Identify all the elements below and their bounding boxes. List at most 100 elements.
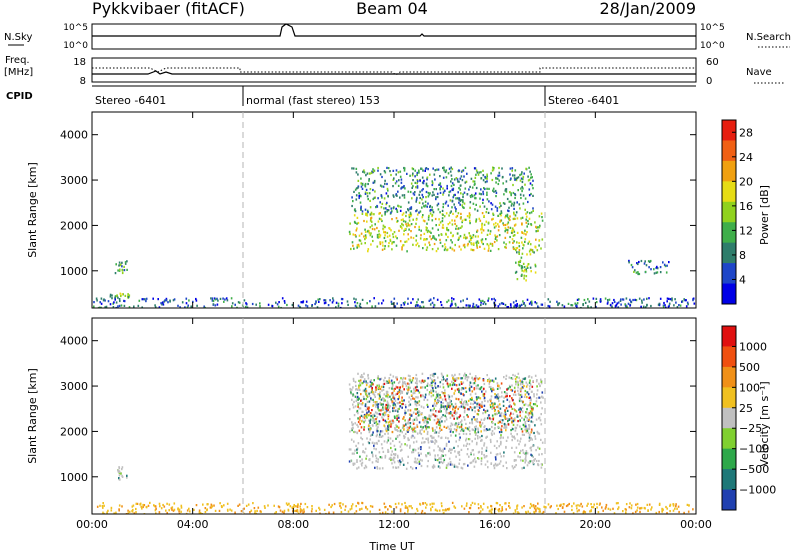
echo-cell <box>481 508 484 511</box>
echo-cell <box>354 188 357 191</box>
echo-cell <box>461 204 463 207</box>
echo-cell <box>477 396 480 399</box>
echo-cell <box>381 511 384 514</box>
echo-cell <box>519 451 521 455</box>
echo-cell <box>459 184 462 187</box>
echo-cell <box>392 375 395 378</box>
echo-cell <box>459 188 461 191</box>
echo-cell <box>395 193 398 196</box>
echo-cell <box>418 421 421 424</box>
echo-cell <box>513 435 515 438</box>
echo-cell <box>645 264 648 267</box>
echo-cell <box>439 429 441 432</box>
echo-cell <box>387 425 389 428</box>
echo-cell <box>392 185 394 188</box>
echo-cell <box>389 227 391 230</box>
echo-cell <box>429 434 432 438</box>
echo-cell <box>386 201 388 204</box>
echo-cell <box>435 440 437 443</box>
echo-cell <box>512 191 515 195</box>
echo-cell <box>361 212 364 215</box>
echo-cell <box>512 467 515 470</box>
echo-cell <box>674 298 676 301</box>
echo-cell <box>526 464 529 467</box>
echo-cell <box>392 419 394 422</box>
echo-cell <box>374 390 377 393</box>
echo-cell <box>407 455 409 458</box>
echo-cell <box>510 177 512 180</box>
echo-cell <box>542 510 545 514</box>
echo-cell <box>512 423 515 426</box>
echo-cell <box>451 178 453 181</box>
echo-cell <box>446 226 448 230</box>
echo-cell <box>497 406 500 409</box>
echo-cell <box>429 235 431 238</box>
echo-cell <box>305 300 308 303</box>
echo-cell <box>493 410 496 413</box>
echo-cell <box>450 180 452 183</box>
echo-cell <box>515 270 518 273</box>
echo-cell <box>118 504 121 507</box>
echo-cell <box>611 305 613 308</box>
echo-cell <box>397 426 400 429</box>
echo-cell <box>421 189 423 192</box>
echo-cell <box>377 426 379 429</box>
echo-cell <box>135 502 138 505</box>
echo-cell <box>458 406 461 409</box>
echo-cell <box>398 416 400 419</box>
echo-cell <box>504 246 506 249</box>
echo-cell <box>490 172 492 175</box>
velocity-colorbar-label: Velocity [m s⁻¹] <box>758 381 771 466</box>
echo-cell <box>442 386 445 389</box>
echo-cell <box>118 264 120 267</box>
echo-cell <box>476 397 478 400</box>
echo-cell <box>369 300 371 303</box>
echo-cell <box>504 409 506 412</box>
echo-cell <box>531 460 533 463</box>
echo-cell <box>468 384 471 387</box>
echo-cell <box>523 418 525 421</box>
echo-cell <box>433 237 436 240</box>
colorbar-swatch <box>722 448 736 470</box>
echo-cell <box>440 449 443 453</box>
echo-cell <box>376 442 378 445</box>
echo-cell <box>117 469 119 472</box>
echo-cell <box>376 236 379 239</box>
echo-cell <box>482 229 485 232</box>
x-tick-label: 08:00 <box>277 518 309 531</box>
echo-cell <box>501 507 503 510</box>
echo-cell <box>640 507 642 510</box>
echo-cell <box>547 304 549 308</box>
echo-cell <box>333 502 336 506</box>
echo-cell <box>393 241 395 244</box>
echo-cell <box>492 187 495 190</box>
echo-cell <box>154 306 157 308</box>
echo-cell <box>476 402 478 405</box>
colorbar-swatch <box>722 140 736 162</box>
echo-cell <box>379 201 381 204</box>
echo-cell <box>522 449 524 452</box>
echo-cell <box>669 298 672 301</box>
echo-cell <box>382 299 385 302</box>
echo-cell <box>509 403 511 407</box>
echo-cell <box>530 446 532 449</box>
echo-cell <box>416 408 419 411</box>
echo-cell <box>522 178 524 181</box>
echo-cell <box>469 421 471 425</box>
echo-cell <box>450 166 452 169</box>
echo-cell <box>450 412 453 415</box>
echo-cell <box>375 405 377 408</box>
echo-cell <box>423 421 425 424</box>
echo-cell <box>237 504 239 507</box>
echo-cell <box>381 416 383 419</box>
echo-cell <box>475 220 477 223</box>
echo-cell <box>379 173 382 176</box>
echo-cell <box>417 447 420 450</box>
echo-cell <box>441 461 444 465</box>
echo-cell <box>424 416 426 419</box>
echo-cell <box>366 437 368 440</box>
echo-cell <box>606 302 609 305</box>
echo-cell <box>452 187 455 190</box>
echo-cell <box>387 414 389 417</box>
